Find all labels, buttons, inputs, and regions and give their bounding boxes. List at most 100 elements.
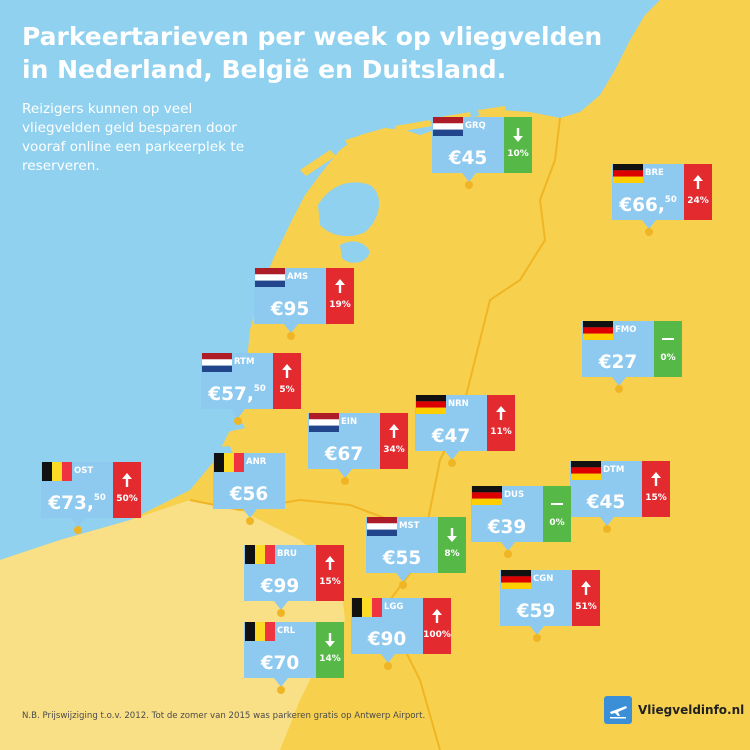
weekly-price: €39 — [471, 510, 543, 540]
price-change-badge: 19% — [326, 268, 354, 324]
weekly-price: €59 — [500, 594, 572, 624]
marker-pointer — [284, 324, 298, 333]
flag-be-icon — [214, 453, 244, 472]
ijsselmeer — [318, 182, 380, 237]
airport-card-nrn[interactable]: NRN €47 11% — [415, 395, 515, 467]
zeeland-water — [180, 410, 245, 466]
airport-card-body: BRU €99 — [244, 545, 316, 617]
marker-pointer — [71, 518, 85, 527]
airport-card-cgn[interactable]: CGN €59 51% — [500, 570, 600, 642]
airport-card-crl[interactable]: CRL €70 14% — [244, 622, 344, 694]
flag-nl-icon — [202, 353, 232, 372]
weekly-price: €45 — [570, 485, 642, 515]
airport-code: GRQ — [465, 121, 486, 131]
weekly-price: €99 — [244, 569, 316, 599]
airport-card-dus[interactable]: DUS €39 0% — [471, 486, 571, 558]
flag-nl-icon — [433, 117, 463, 136]
airport-card-body: CRL €70 — [244, 622, 316, 694]
airport-code: FMO — [615, 325, 637, 335]
airport-code: EIN — [341, 417, 358, 427]
marker-pointer — [231, 409, 245, 418]
airport-card-fmo[interactable]: FMO €27 0% — [582, 321, 682, 393]
price-value: €59 — [516, 601, 556, 622]
wadden-islands — [300, 106, 506, 176]
airport-card-dtm[interactable]: DTM €45 15% — [570, 461, 670, 533]
airport-code: BRE — [645, 168, 664, 178]
airport-card-bre[interactable]: BRE €66,50 24% — [612, 164, 712, 236]
trend-flat-icon — [551, 503, 563, 505]
trend-up-icon — [389, 424, 399, 438]
change-percent: 14% — [319, 654, 341, 664]
flag-be-icon — [352, 598, 382, 617]
trend-up-icon — [325, 556, 335, 570]
airport-card-body: DTM €45 — [570, 461, 642, 533]
change-percent: 100% — [423, 630, 451, 640]
flag-de-icon — [613, 164, 643, 183]
marker-pointer — [600, 517, 614, 526]
airport-card-ost[interactable]: OST €73,50 50% — [41, 462, 141, 534]
airport-card-body: MST €55 — [366, 517, 438, 589]
airport-location-dot — [504, 550, 512, 558]
price-value: €70 — [260, 653, 300, 674]
airport-location-dot — [603, 525, 611, 533]
flag-be-icon — [245, 622, 275, 641]
marker-pointer — [274, 678, 288, 687]
change-percent: 0% — [660, 353, 676, 363]
airport-code: DUS — [504, 490, 525, 500]
weekly-price: €27 — [582, 345, 654, 375]
price-change-badge: 5% — [273, 353, 301, 409]
airport-card-body: ANR €56 — [213, 453, 285, 525]
trend-flat-icon — [662, 338, 674, 340]
airport-card-bru[interactable]: BRU €99 15% — [244, 545, 344, 617]
page-title: Parkeertarieven per week op vliegvelden … — [22, 22, 603, 84]
airport-card-body: BRE €66,50 — [612, 164, 684, 236]
airport-location-dot — [448, 459, 456, 467]
trend-down-icon — [325, 633, 335, 647]
change-percent: 24% — [687, 196, 709, 206]
price-value: €99 — [260, 576, 300, 597]
airport-location-dot — [277, 609, 285, 617]
airport-card-body: LGG €90 — [351, 598, 423, 670]
airport-card-body: RTM €57,50 — [201, 353, 273, 425]
weekly-price: €56 — [213, 477, 285, 507]
price-value: €66, — [619, 195, 665, 216]
marker-pointer — [274, 601, 288, 610]
airport-card-ams[interactable]: AMS €95 19% — [254, 268, 354, 340]
airport-card-lgg[interactable]: LGG €90 100% — [351, 598, 451, 670]
airport-code: NRN — [448, 399, 469, 409]
airport-card-rtm[interactable]: RTM €57,50 5% — [201, 353, 301, 425]
flag-de-icon — [571, 461, 601, 480]
marker-pointer — [338, 469, 352, 478]
marker-pointer — [642, 220, 656, 229]
airport-card-mst[interactable]: MST €55 8% — [366, 517, 466, 589]
change-percent: 15% — [319, 577, 341, 587]
price-change-badge: 34% — [380, 413, 408, 469]
flag-be-icon — [42, 462, 72, 481]
trend-up-icon — [693, 175, 703, 189]
site-logo[interactable]: Vliegveldinfo.nl — [604, 696, 744, 724]
border-nl-de — [389, 117, 561, 601]
price-value: €90 — [367, 629, 407, 650]
airport-card-grq[interactable]: GRQ €45 10% — [432, 117, 532, 189]
flag-de-icon — [472, 486, 502, 505]
airport-location-dot — [341, 477, 349, 485]
change-percent: 51% — [575, 602, 597, 612]
airport-card-anr[interactable]: ANR €56 — [213, 453, 285, 525]
airport-location-dot — [246, 517, 254, 525]
flag-nl-icon — [309, 413, 339, 432]
airport-code: RTM — [234, 357, 255, 367]
price-change-badge: 15% — [316, 545, 344, 601]
weekly-price: €70 — [244, 646, 316, 676]
airport-card-body: EIN €67 — [308, 413, 380, 485]
airport-card-ein[interactable]: EIN €67 34% — [308, 413, 408, 485]
change-percent: 11% — [490, 427, 512, 437]
airport-code: BRU — [277, 549, 297, 559]
price-cents: 50 — [664, 195, 677, 205]
change-percent: 34% — [383, 445, 405, 455]
price-change-badge: 11% — [487, 395, 515, 451]
trend-up-icon — [122, 473, 132, 487]
price-value: €39 — [487, 517, 527, 538]
weekly-price: €73,50 — [41, 486, 113, 516]
price-change-badge: 100% — [423, 598, 451, 654]
change-percent: 19% — [329, 300, 351, 310]
